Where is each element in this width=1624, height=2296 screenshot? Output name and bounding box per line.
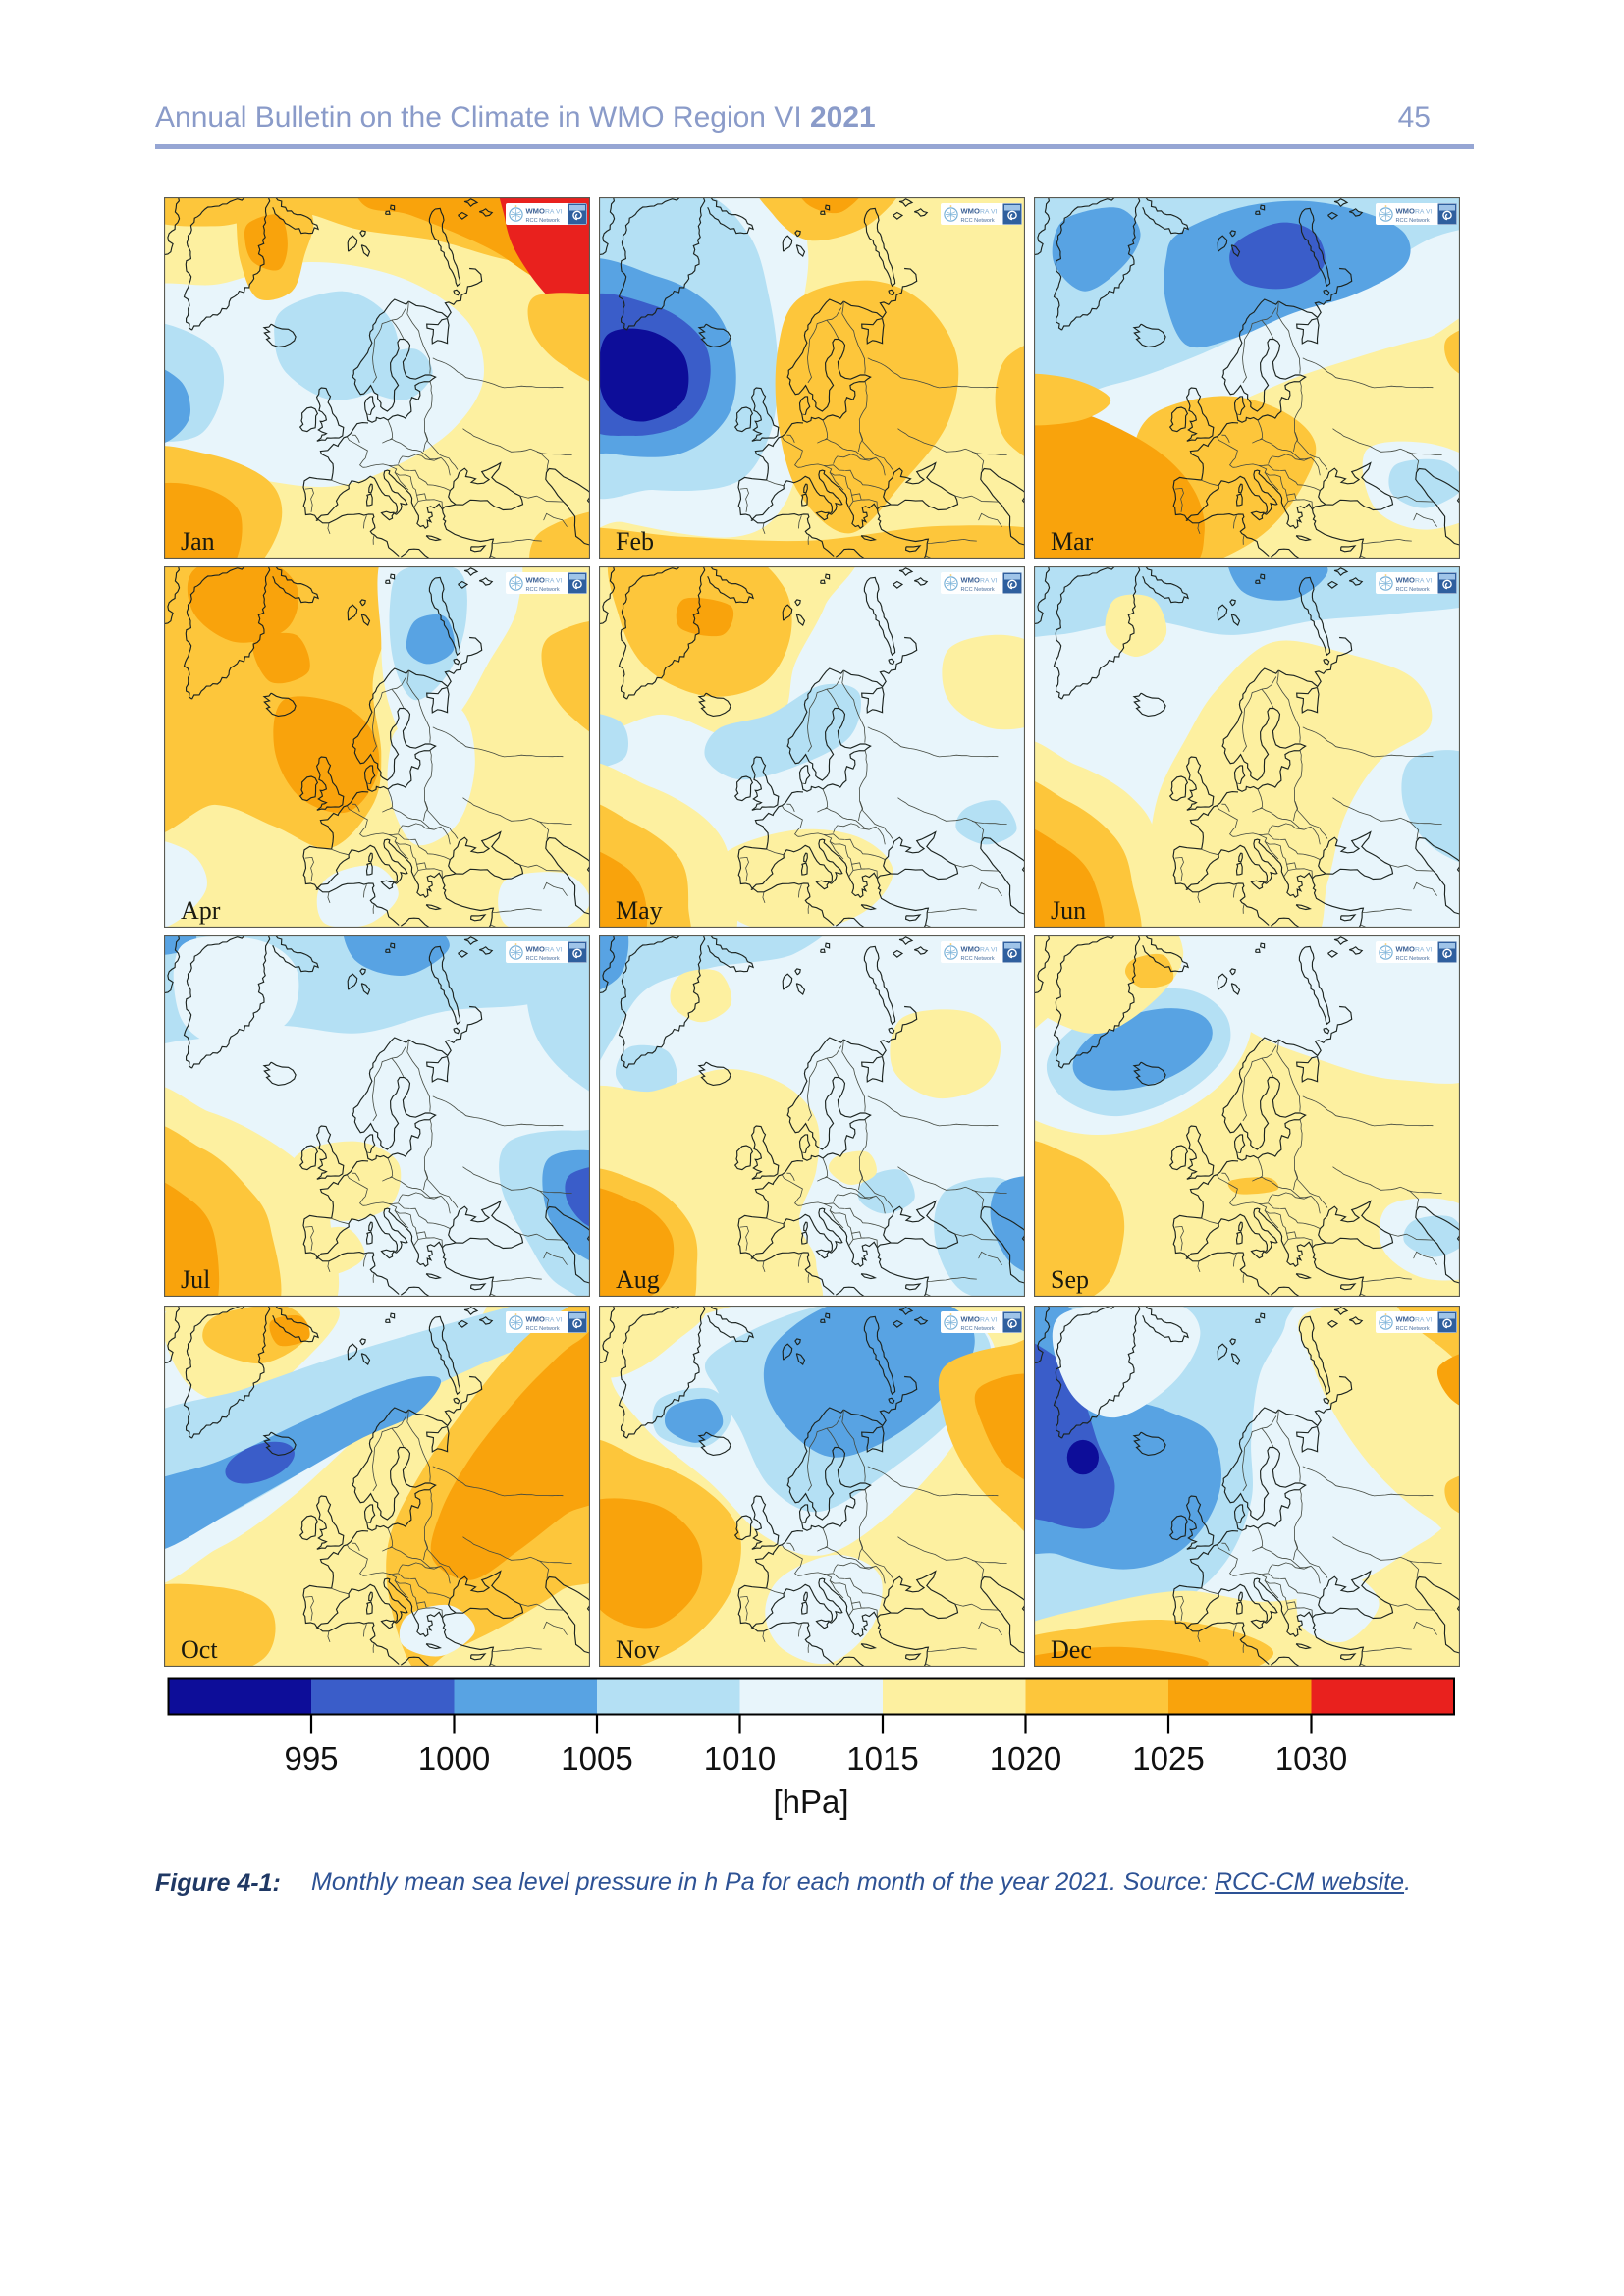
svg-text:RCC Network: RCC Network [961, 1326, 995, 1332]
svg-text:Aug: Aug [616, 1265, 660, 1294]
svg-text:RCC Network: RCC Network [526, 956, 560, 962]
svg-text:995: 995 [284, 1740, 338, 1777]
svg-text:RA VI: RA VI [980, 209, 997, 216]
svg-text:RA VI: RA VI [1415, 1317, 1432, 1324]
svg-text:Sep: Sep [1051, 1265, 1089, 1294]
svg-text:WMO: WMO [1396, 945, 1415, 954]
svg-text:RCC Network: RCC Network [1396, 587, 1430, 593]
svg-text:WMO: WMO [526, 945, 545, 954]
svg-text:Jan: Jan [181, 527, 215, 556]
svg-text:RCC Network: RCC Network [1396, 218, 1430, 224]
svg-text:RA VI: RA VI [545, 947, 562, 954]
svg-text:RCC Network: RCC Network [526, 587, 560, 593]
svg-text:Dec: Dec [1051, 1635, 1092, 1664]
svg-text:Jun: Jun [1051, 896, 1086, 925]
svg-text:1010: 1010 [704, 1740, 776, 1777]
svg-text:RA VI: RA VI [545, 578, 562, 585]
svg-text:RCC Network: RCC Network [961, 956, 995, 962]
svg-text:WMO: WMO [526, 1315, 545, 1324]
svg-text:1030: 1030 [1275, 1740, 1347, 1777]
svg-text:RCC Network: RCC Network [1396, 1326, 1430, 1332]
svg-text:1000: 1000 [418, 1740, 490, 1777]
svg-text:RA VI: RA VI [1415, 578, 1432, 585]
svg-text:Feb: Feb [616, 527, 654, 556]
svg-text:RCC Network: RCC Network [526, 218, 560, 224]
svg-text:Oct: Oct [181, 1635, 218, 1664]
svg-text:RA VI: RA VI [980, 1317, 997, 1324]
svg-text:RA VI: RA VI [1415, 209, 1432, 216]
svg-text:RCC Network: RCC Network [1396, 956, 1430, 962]
svg-text:RA VI: RA VI [980, 947, 997, 954]
svg-text:Nov: Nov [616, 1635, 660, 1664]
svg-text:WMO: WMO [526, 576, 545, 585]
svg-text:WMO: WMO [961, 576, 980, 585]
svg-text:RCC Network: RCC Network [961, 218, 995, 224]
svg-text:WMO: WMO [1396, 576, 1415, 585]
svg-text:RCC Network: RCC Network [961, 587, 995, 593]
svg-text:1020: 1020 [990, 1740, 1061, 1777]
svg-text:RA VI: RA VI [1415, 947, 1432, 954]
svg-text:WMO: WMO [961, 1315, 980, 1324]
svg-text:1025: 1025 [1132, 1740, 1204, 1777]
svg-text:1005: 1005 [561, 1740, 632, 1777]
svg-text:RA VI: RA VI [980, 578, 997, 585]
svg-text:RA VI: RA VI [545, 209, 562, 216]
svg-text:May: May [616, 896, 663, 925]
svg-text:[hPa]: [hPa] [773, 1784, 848, 1820]
svg-text:RA VI: RA VI [545, 1317, 562, 1324]
svg-text:WMO: WMO [961, 945, 980, 954]
svg-text:WMO: WMO [1396, 1315, 1415, 1324]
svg-text:Apr: Apr [181, 896, 221, 925]
svg-text:WMO: WMO [1396, 207, 1415, 216]
svg-text:WMO: WMO [961, 207, 980, 216]
svg-text:Mar: Mar [1051, 527, 1094, 556]
svg-text:Jul: Jul [181, 1265, 210, 1294]
svg-text:WMO: WMO [526, 207, 545, 216]
svg-text:RCC Network: RCC Network [526, 1326, 560, 1332]
svg-text:1015: 1015 [846, 1740, 918, 1777]
